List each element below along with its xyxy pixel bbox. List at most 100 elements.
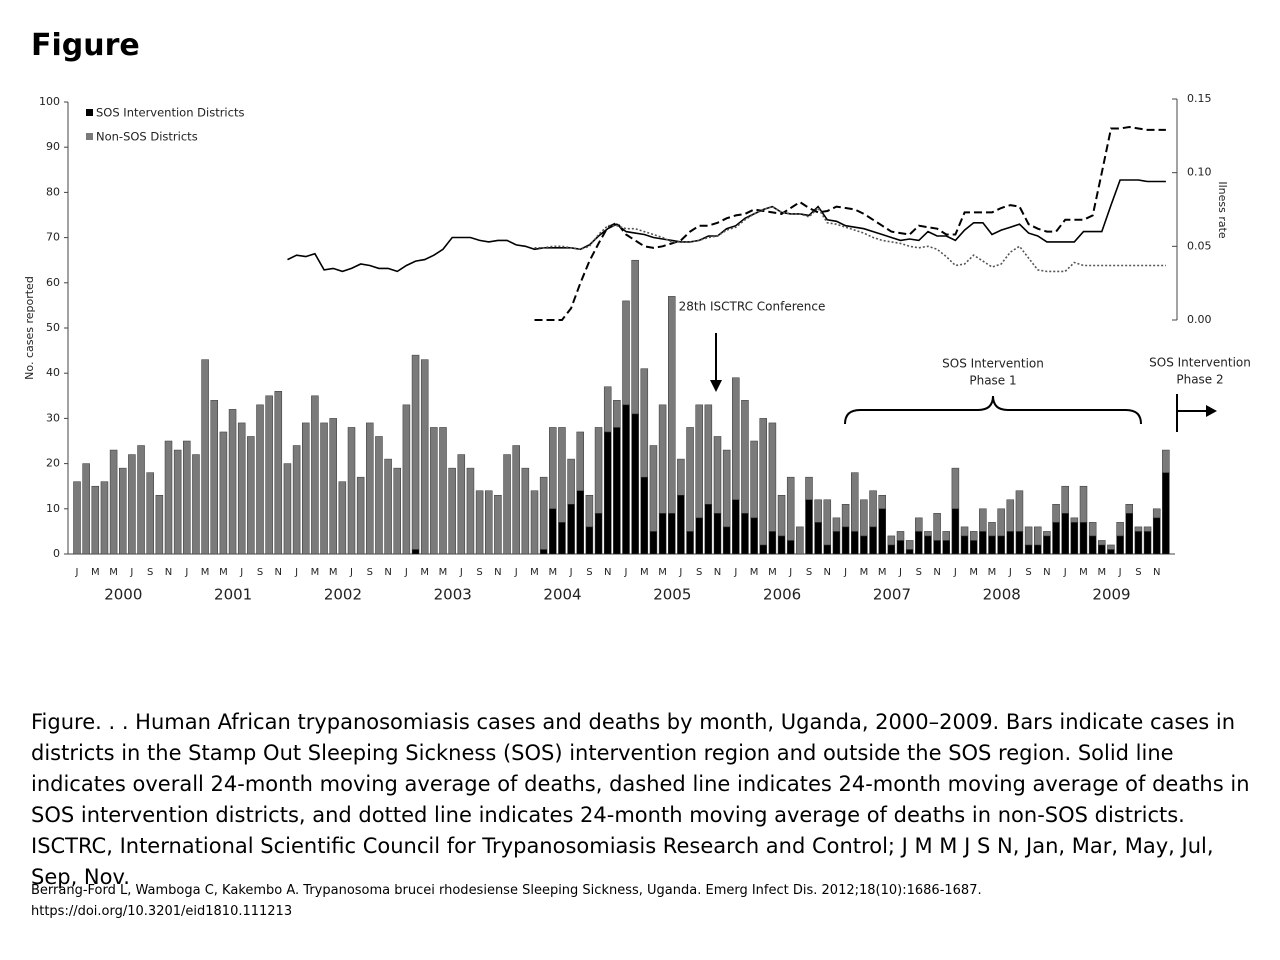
x-tick-label: J xyxy=(1008,567,1012,578)
bar xyxy=(905,549,914,555)
bar xyxy=(988,522,996,537)
x-tick-label: M xyxy=(750,567,759,578)
bar xyxy=(841,504,850,528)
bar xyxy=(915,531,923,555)
bar xyxy=(256,404,264,555)
bar xyxy=(137,445,145,555)
x-tick-label: S xyxy=(257,567,263,578)
year-label: 2009 xyxy=(1092,586,1130,604)
bar xyxy=(192,454,200,555)
bar xyxy=(1143,526,1152,532)
bar xyxy=(896,540,905,555)
bar xyxy=(851,531,859,555)
bar xyxy=(686,531,694,555)
bar xyxy=(1107,549,1115,555)
bar xyxy=(91,485,100,555)
bar xyxy=(796,526,804,555)
bar xyxy=(741,400,749,514)
bar xyxy=(109,449,118,555)
x-tick-label: J xyxy=(294,567,298,578)
bar xyxy=(338,481,347,555)
x-tick-label: M xyxy=(548,567,557,578)
bar xyxy=(1134,531,1143,555)
x-tick-label: M xyxy=(969,567,978,578)
chart: No. cases reported Ilness rate 28th ISCT… xyxy=(23,92,1251,604)
arrow-head xyxy=(1206,405,1217,417)
legend-swatch xyxy=(86,133,93,140)
bar xyxy=(292,445,301,555)
bar xyxy=(1079,522,1088,555)
bar xyxy=(997,508,1005,537)
bar xyxy=(915,517,923,532)
bar xyxy=(530,490,539,555)
year-label: 2007 xyxy=(873,586,911,604)
bar xyxy=(1098,544,1106,555)
y2-tick-label: 0.15 xyxy=(1187,92,1212,105)
bar xyxy=(722,526,731,555)
citation-line: https://doi.org/10.3201/eid1810.111213 xyxy=(31,904,293,919)
x-tick-label: J xyxy=(1063,567,1067,578)
line xyxy=(534,205,1166,273)
x-tick-label: M xyxy=(1079,567,1088,578)
legend-label: SOS Intervention Districts xyxy=(96,106,244,120)
citation: Berrang-Ford L, Wamboga C, Kakembo A. Tr… xyxy=(31,880,982,922)
bar xyxy=(677,458,685,496)
bar xyxy=(1152,508,1161,519)
x-tick-label: J xyxy=(404,567,408,578)
bar xyxy=(805,476,813,501)
bar xyxy=(448,467,456,555)
bar xyxy=(887,535,896,546)
bar xyxy=(1006,531,1015,555)
bar xyxy=(960,526,969,537)
bar xyxy=(732,499,740,555)
bar xyxy=(649,445,658,532)
bar xyxy=(237,422,246,555)
y-tick-label: 40 xyxy=(46,366,60,379)
bar xyxy=(1052,522,1060,555)
bar xyxy=(420,359,429,555)
bar xyxy=(869,526,877,555)
bar xyxy=(640,368,649,478)
bar xyxy=(741,513,749,555)
x-tick-label: N xyxy=(275,567,282,578)
bar xyxy=(146,472,154,555)
bar xyxy=(887,544,896,555)
annotation: Phase 1 xyxy=(969,374,1016,388)
bar xyxy=(860,535,868,555)
bar xyxy=(979,531,987,555)
bar xyxy=(649,531,658,555)
bar xyxy=(668,513,676,555)
bar xyxy=(439,427,447,555)
bar xyxy=(823,544,832,555)
bar xyxy=(768,531,777,555)
x-tick-label: J xyxy=(733,567,737,578)
bar xyxy=(494,494,502,555)
bar xyxy=(768,422,777,532)
bar xyxy=(247,436,255,555)
bar xyxy=(503,454,511,555)
y-tick-label: 30 xyxy=(46,411,60,424)
bar xyxy=(786,540,795,555)
bar xyxy=(1061,513,1069,555)
bar xyxy=(713,513,722,555)
bar xyxy=(695,404,703,519)
bar xyxy=(475,490,484,555)
bar xyxy=(622,404,630,555)
bar xyxy=(366,422,374,555)
x-tick-label: M xyxy=(219,567,228,578)
bar xyxy=(594,513,603,555)
bar xyxy=(411,354,420,550)
x-tick-label: J xyxy=(624,567,628,578)
bar xyxy=(695,517,703,555)
y2-tick-label: 0.05 xyxy=(1187,239,1212,252)
bar xyxy=(814,522,822,555)
bar xyxy=(658,513,667,555)
x-tick-label: J xyxy=(129,567,133,578)
bar xyxy=(1015,531,1024,555)
bar xyxy=(265,395,273,555)
bar xyxy=(951,508,960,555)
bar xyxy=(347,427,356,555)
brace xyxy=(844,395,1142,425)
x-tick-label: J xyxy=(239,567,243,578)
bar xyxy=(411,549,420,555)
